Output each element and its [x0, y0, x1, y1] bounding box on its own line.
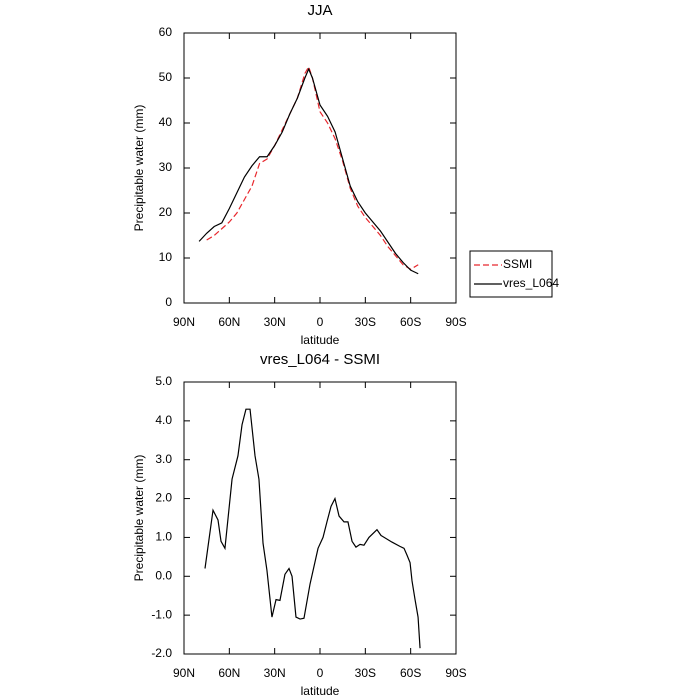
x-axis-label: latitude [301, 684, 340, 698]
data-line [206, 65, 419, 270]
plot-frame [183, 381, 457, 655]
x-tick-label: 60N [218, 315, 240, 329]
y-tick-label: 50 [159, 70, 173, 84]
y-tick-label: 10 [159, 250, 173, 264]
chart-title: JJA [307, 2, 332, 19]
x-tick-label: 30S [355, 315, 376, 329]
data-line [204, 408, 421, 649]
y-tick-label: 0.0 [155, 568, 172, 582]
y-tick-label: 20 [159, 205, 173, 219]
x-tick-label: 90N [173, 315, 195, 329]
x-tick-label: 90S [445, 315, 466, 329]
x-tick-label: 60S [400, 666, 421, 680]
x-tick-label: 90N [173, 666, 195, 680]
y-tick-label: 4.0 [155, 413, 172, 427]
data-line [198, 67, 419, 275]
y-tick-label: 3.0 [155, 452, 172, 466]
y-tick-label: -2.0 [151, 646, 172, 660]
y-tick-label: 40 [159, 115, 173, 129]
x-tick-label: 60S [400, 315, 421, 329]
x-tick-label: 30N [264, 666, 286, 680]
x-tick-label: 0 [317, 315, 324, 329]
legend-box [469, 250, 553, 298]
y-tick-label: 5.0 [155, 374, 172, 388]
y-tick-label: 2.0 [155, 491, 172, 505]
y-tick-label: -1.0 [151, 607, 172, 621]
legend-label: vres_L064 [503, 276, 559, 290]
x-tick-label: 30S [355, 666, 376, 680]
chart-title: vres_L064 - SSMI [260, 351, 380, 368]
x-tick-label: 0 [317, 666, 324, 680]
y-tick-label: 1.0 [155, 530, 172, 544]
x-tick-label: 60N [218, 666, 240, 680]
plot-frame [183, 32, 457, 304]
y-tick-label: 30 [159, 160, 173, 174]
x-tick-label: 30N [264, 315, 286, 329]
x-axis-label: latitude [301, 333, 340, 347]
legend-label: SSMI [503, 257, 532, 271]
y-axis-label: Precipitable water (mm) [132, 455, 146, 582]
y-axis-label: Precipitable water (mm) [132, 105, 146, 232]
y-tick-label: 60 [159, 25, 173, 39]
y-tick-label: 0 [165, 295, 172, 309]
x-tick-label: 90S [445, 666, 466, 680]
